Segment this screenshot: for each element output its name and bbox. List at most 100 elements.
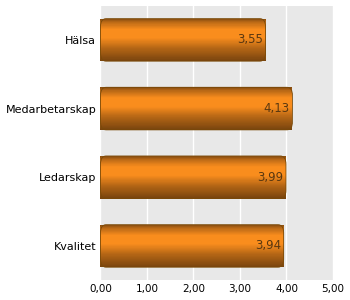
Bar [100,265,284,266]
Bar [100,41,266,42]
Bar [100,126,293,127]
Bar [100,266,284,267]
Bar [100,47,266,48]
Bar [100,93,293,94]
Bar [100,22,266,23]
Bar [100,113,293,114]
Bar [100,257,284,258]
Bar [100,236,284,237]
Bar [100,182,286,183]
Bar [100,40,266,41]
Bar [100,251,284,252]
Bar [100,166,286,167]
Bar [100,108,293,109]
Bar [100,42,266,43]
Bar [100,46,266,47]
Bar [100,89,293,90]
Bar [100,177,286,178]
Bar [100,87,293,88]
Bar [100,122,293,123]
Bar [100,250,284,251]
Bar [100,115,293,116]
Bar [100,98,293,99]
Bar [100,248,284,249]
Bar [100,168,286,169]
Bar [100,238,284,239]
Bar [100,197,286,198]
Bar [100,57,266,58]
Bar [100,232,284,233]
Bar [100,172,286,173]
Bar [100,159,286,160]
Bar [100,249,284,250]
Bar [100,246,284,247]
Bar [100,99,293,100]
Bar [100,35,266,36]
Bar [100,25,266,26]
Bar [100,114,293,115]
Bar [100,112,293,113]
Bar [100,97,293,98]
Bar [100,101,293,102]
Bar [100,190,286,191]
Text: 3,55: 3,55 [237,33,263,46]
Bar [100,187,286,188]
Bar [100,263,284,264]
Bar [100,107,293,108]
Bar [100,23,266,24]
Bar [100,161,286,162]
Bar [100,40,266,41]
Bar [100,185,286,186]
Bar [100,192,286,193]
Bar [100,226,284,227]
Bar [100,59,266,60]
Bar [100,50,266,51]
Bar [100,37,266,38]
Bar [100,157,286,158]
Bar [100,55,266,56]
Bar [100,124,293,125]
Text: 3,99: 3,99 [257,171,283,184]
Bar [100,39,266,40]
Bar [100,128,293,129]
Bar [100,100,293,101]
Bar [100,254,284,255]
Bar [100,49,266,50]
Bar [100,51,266,52]
Bar [100,103,293,104]
Bar [100,193,286,194]
Bar [100,169,286,170]
Bar [100,56,266,57]
Bar [100,242,284,243]
Bar [100,180,286,181]
Bar [100,231,284,232]
Bar [100,158,286,159]
Bar [100,110,293,111]
Bar [100,170,286,171]
Bar [100,48,266,49]
Bar [100,119,293,120]
Bar [100,178,286,179]
Bar [100,106,293,107]
Bar [100,239,284,240]
Bar [100,198,286,199]
Bar [100,102,293,103]
Bar [100,165,286,166]
Bar [100,160,286,161]
Bar [100,54,266,55]
Bar [100,96,293,97]
Bar [100,111,293,112]
Bar [100,234,284,235]
Bar [100,92,293,93]
Bar [100,19,266,20]
Bar [100,53,266,54]
Text: 3,94: 3,94 [255,239,281,252]
Bar [100,196,286,197]
Bar [100,230,284,231]
Text: 4,13: 4,13 [264,102,290,115]
Bar [100,240,284,241]
Bar [100,60,266,61]
Bar [100,24,266,25]
Bar [100,94,293,95]
Bar [100,241,284,242]
